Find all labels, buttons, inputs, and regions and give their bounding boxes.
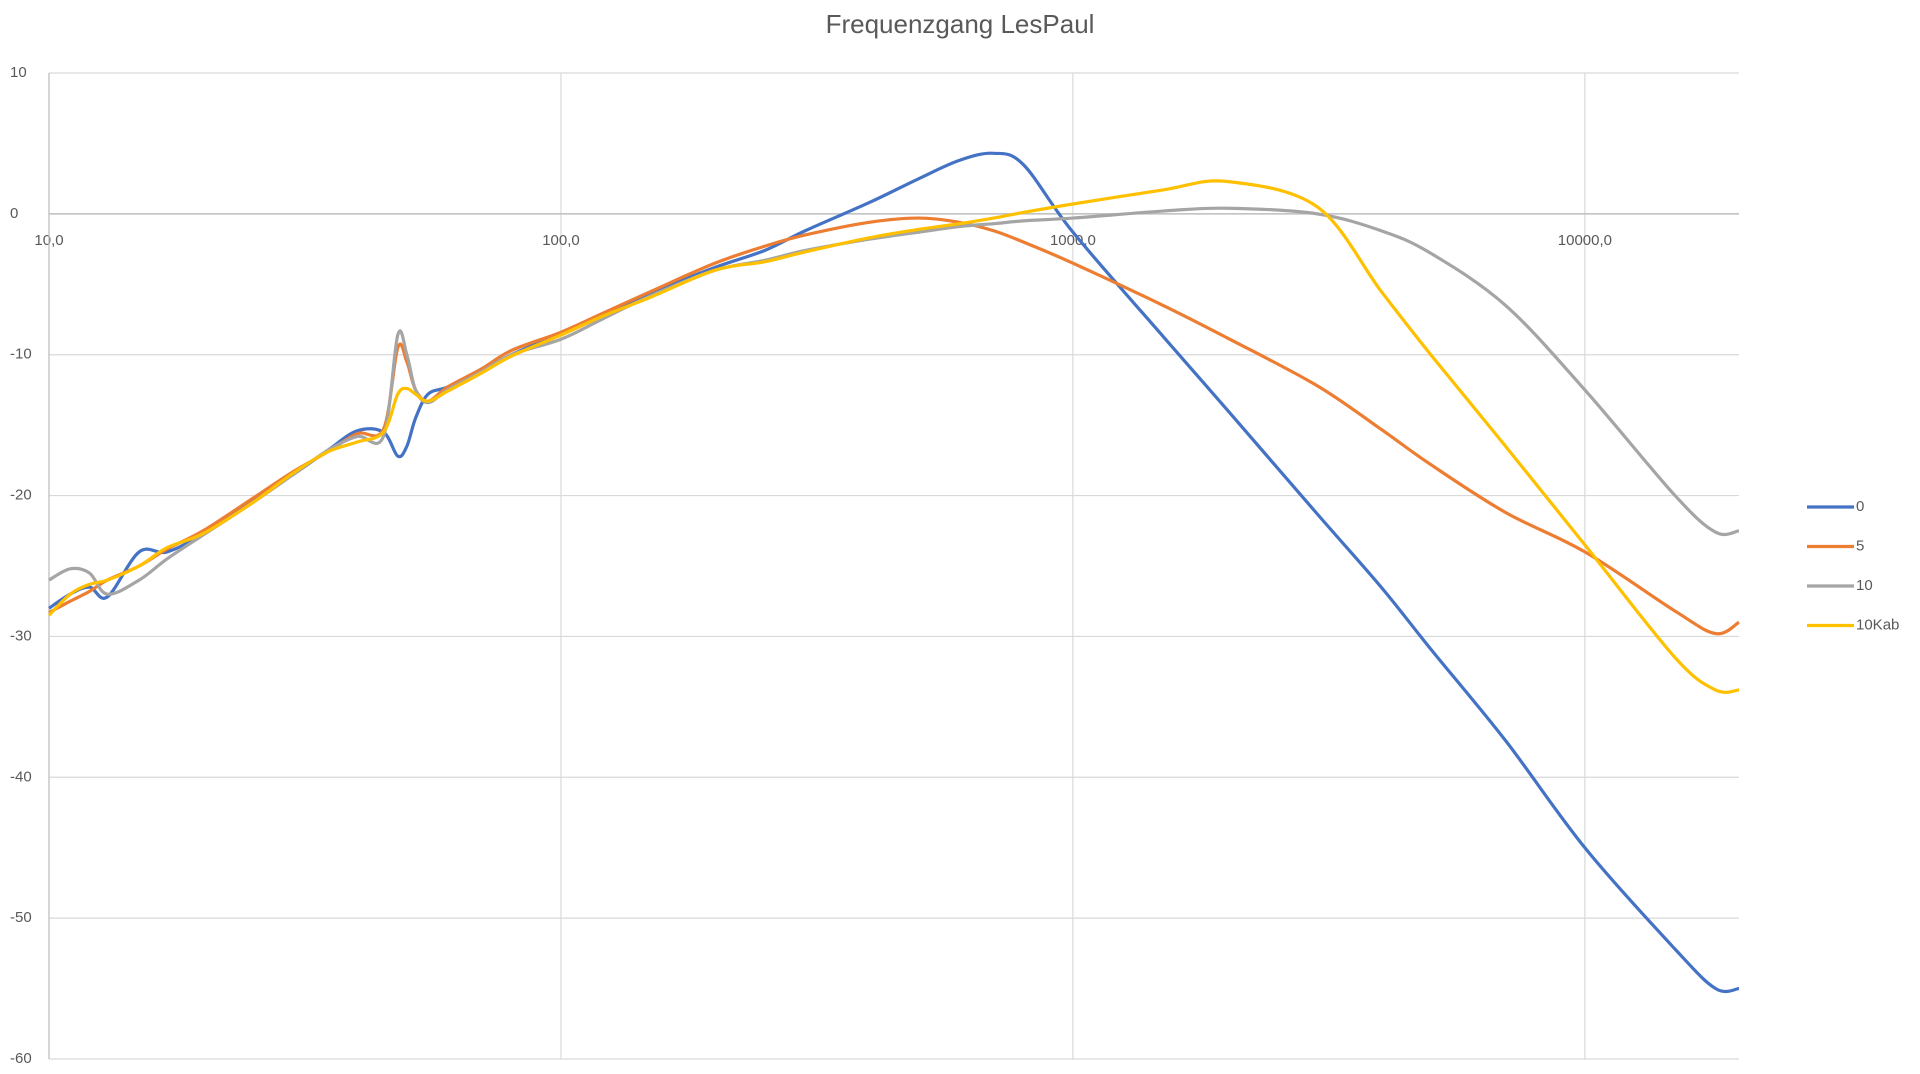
- x-tick-label: 100,0: [542, 232, 580, 249]
- series-line: [48, 206, 1740, 596]
- legend-label: 5: [1856, 537, 1864, 554]
- legend-label: 10Kab: [1856, 616, 1899, 633]
- y-tick-label: -10: [10, 346, 32, 363]
- y-tick-label: -20: [10, 487, 32, 504]
- y-tick-label: -50: [10, 909, 32, 926]
- legend-label: 0: [1856, 498, 1864, 515]
- series-line: [47, 179, 1740, 694]
- y-tick-label: -60: [10, 1050, 32, 1067]
- legend-label: 10: [1856, 577, 1873, 594]
- chart-title: Frequenzgang LesPaul: [826, 9, 1095, 39]
- y-tick-label: 0: [10, 205, 18, 222]
- y-tick-label: 10: [10, 64, 27, 81]
- y-tick-label: -30: [10, 627, 32, 644]
- y-tick-label: -40: [10, 768, 32, 785]
- series-line: [48, 216, 1740, 636]
- series-line: [48, 151, 1740, 994]
- x-tick-label: 10000,0: [1558, 232, 1612, 249]
